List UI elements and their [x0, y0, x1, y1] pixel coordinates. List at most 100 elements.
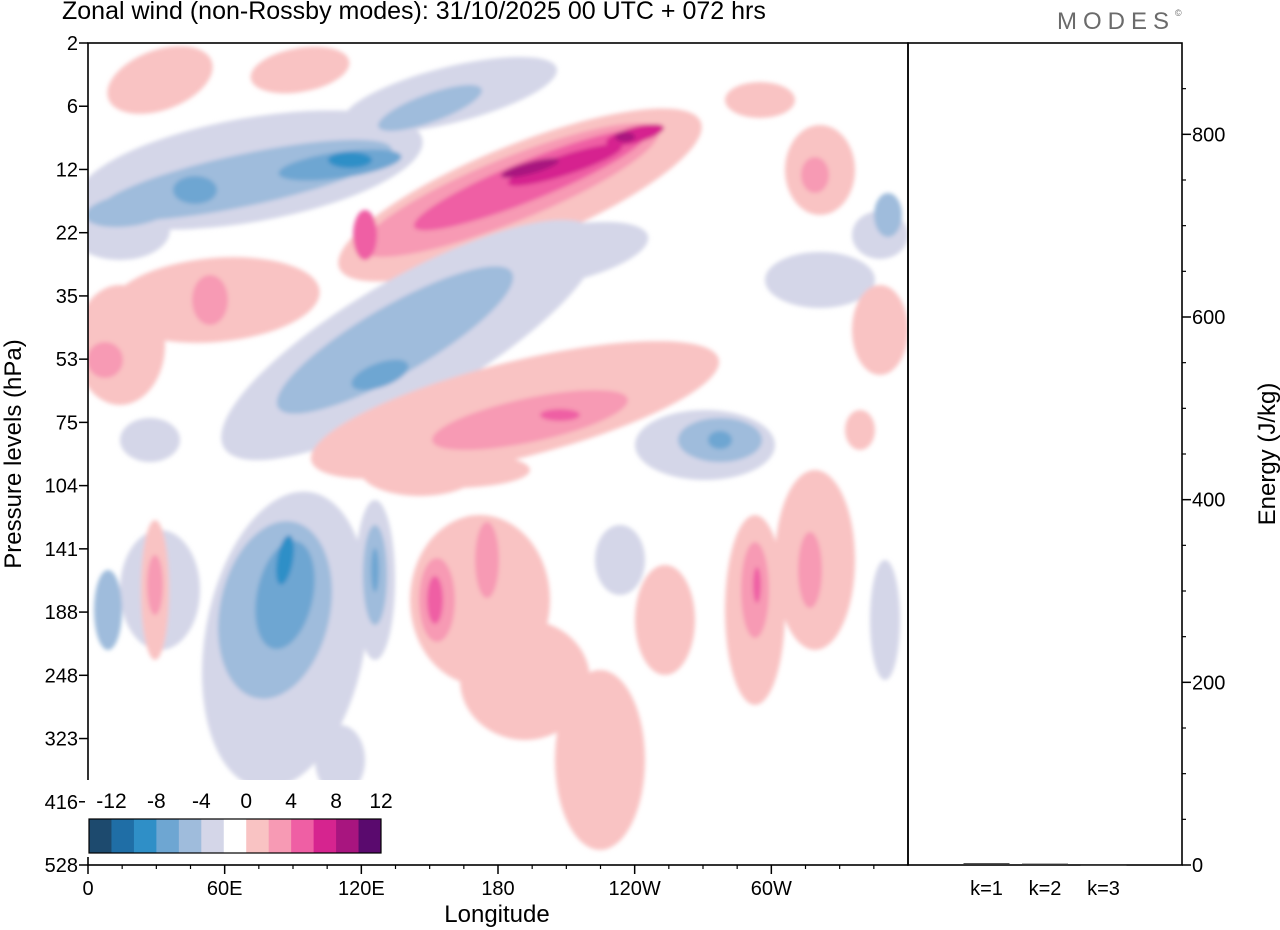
- colorbar-swatch: [358, 819, 382, 853]
- y-tick-label: 248: [45, 665, 78, 687]
- x-tick-label: 60W: [751, 878, 792, 900]
- westerly-contour: [852, 285, 908, 375]
- energy-bar: [1080, 864, 1127, 866]
- westerly-contour: [845, 410, 875, 450]
- colorbar-swatch: [156, 819, 180, 853]
- easterly-contour: [765, 252, 875, 308]
- colorbar-tick-label: 4: [285, 790, 297, 813]
- colorbar-tick-label: 0: [240, 790, 252, 813]
- colorbar: -12 -8 -4 0 4 8 12: [85, 780, 393, 857]
- y-tick-label: 323: [45, 729, 78, 751]
- colorbar-tick-label: -12: [96, 790, 126, 813]
- y-tick-label: 75: [56, 412, 78, 434]
- energy-tick-label: 200: [1192, 672, 1225, 694]
- wind-contour-field: [88, 43, 908, 865]
- colorbar-tick-label: 12: [369, 790, 392, 813]
- easterly-contour: [276, 266, 514, 414]
- easterly-contour: [351, 359, 409, 391]
- easterly-contour: [88, 192, 175, 228]
- westerly-contour: [88, 342, 123, 378]
- colorbar-swatch: [201, 819, 225, 853]
- easterly-contour: [378, 85, 482, 131]
- colorbar-swatch: [246, 819, 270, 853]
- westerly-contour: [353, 210, 377, 260]
- westerly-contour: [540, 409, 580, 421]
- colorbar-tick-label: 8: [330, 790, 342, 813]
- colorbar-tick-label: -4: [192, 790, 211, 813]
- logo-mark: ©: [1175, 8, 1182, 18]
- y-tick-label: 12: [56, 159, 78, 181]
- energy-category-label: k=3: [1087, 878, 1120, 900]
- energy-bars: k=1 k=2 k=3: [963, 863, 1127, 900]
- y-tick-label: 2: [67, 33, 78, 55]
- y-tick-label: 53: [56, 349, 78, 371]
- colorbar-frame: [88, 818, 382, 854]
- easterly-contour: [708, 431, 732, 449]
- y-tick-label: 188: [45, 602, 78, 624]
- logo-text: MODES: [1057, 8, 1176, 35]
- westerly-contour: [635, 565, 695, 675]
- energy-axis-label: Energy (J/kg): [1254, 383, 1280, 526]
- energy-axis: 0 200 400 600 800: [1182, 88, 1225, 877]
- westerly-contour: [432, 390, 628, 450]
- y-axis-label: Pressure levels (hPa): [0, 339, 27, 568]
- westerly-contour: [460, 620, 590, 740]
- colorbar-swatch: [111, 819, 135, 853]
- y-tick-label: 6: [67, 96, 78, 118]
- x-tick-label: 120E: [338, 878, 385, 900]
- x-tick-label: 0: [82, 878, 93, 900]
- energy-category-label: k=1: [970, 878, 1003, 900]
- y-axis: 2 6 12 22 35 53 75 104 141 188 248 323 416 528: [45, 33, 88, 877]
- energy-tick-label: 800: [1192, 124, 1225, 146]
- energy-tick-label: 600: [1192, 307, 1225, 329]
- easterly-contour: [120, 418, 180, 462]
- easterly-contour: [328, 152, 372, 168]
- y-tick-label: 141: [45, 539, 78, 561]
- westerly-contour: [427, 576, 443, 624]
- colorbar-swatch: [89, 819, 112, 853]
- easterly-contour: [471, 221, 649, 289]
- easterly-contour: [595, 525, 645, 595]
- easterly-contour: [874, 193, 902, 237]
- westerly-contour: [147, 555, 163, 615]
- x-axis-label: Longitude: [444, 901, 549, 928]
- easterly-contour: [173, 176, 217, 204]
- colorbar-swatch: [133, 819, 157, 853]
- y-tick-label: 22: [56, 223, 78, 245]
- energy-tick-label: 400: [1192, 490, 1225, 512]
- westerly-contour: [725, 82, 795, 118]
- westerly-contour: [615, 132, 635, 142]
- energy-plot-frame: [907, 42, 1183, 866]
- energy-bar: [1022, 863, 1068, 866]
- colorbar-swatch: [291, 819, 315, 853]
- westerly-contour: [370, 452, 530, 488]
- easterly-contour: [255, 540, 315, 650]
- y-tick-label: 416: [45, 792, 78, 814]
- westerly-contour: [801, 157, 829, 193]
- x-axis: 0 60E 120E 180 120W 60W: [82, 865, 875, 900]
- colorbar-swatch: [178, 819, 202, 853]
- westerly-contour: [507, 144, 623, 186]
- colorbar-swatch: [268, 819, 292, 853]
- westerly-contour: [500, 158, 560, 178]
- x-tick-label: 180: [481, 878, 514, 900]
- westerly-contour: [198, 286, 222, 314]
- easterly-contour: [276, 535, 294, 585]
- x-tick-label: 60E: [207, 878, 243, 900]
- easterly-contour: [315, 725, 365, 795]
- energy-tick-label: 0: [1192, 855, 1203, 877]
- colorbar-swatch: [336, 819, 360, 853]
- chart-title: Zonal wind (non-Rossby modes): 31/10/202…: [62, 0, 766, 25]
- westerly-contour: [107, 46, 213, 114]
- westerly-contour: [250, 46, 350, 94]
- easterly-contour: [870, 560, 900, 680]
- westerly-contour: [475, 522, 499, 598]
- easterly-contour: [94, 570, 122, 650]
- energy-category-label: k=2: [1029, 878, 1062, 900]
- y-tick-label: 35: [56, 286, 78, 308]
- colorbar-swatch: [223, 819, 247, 853]
- westerly-contour: [753, 567, 761, 603]
- y-tick-label: 528: [45, 855, 78, 877]
- modes-logo: MODES©: [1057, 8, 1182, 36]
